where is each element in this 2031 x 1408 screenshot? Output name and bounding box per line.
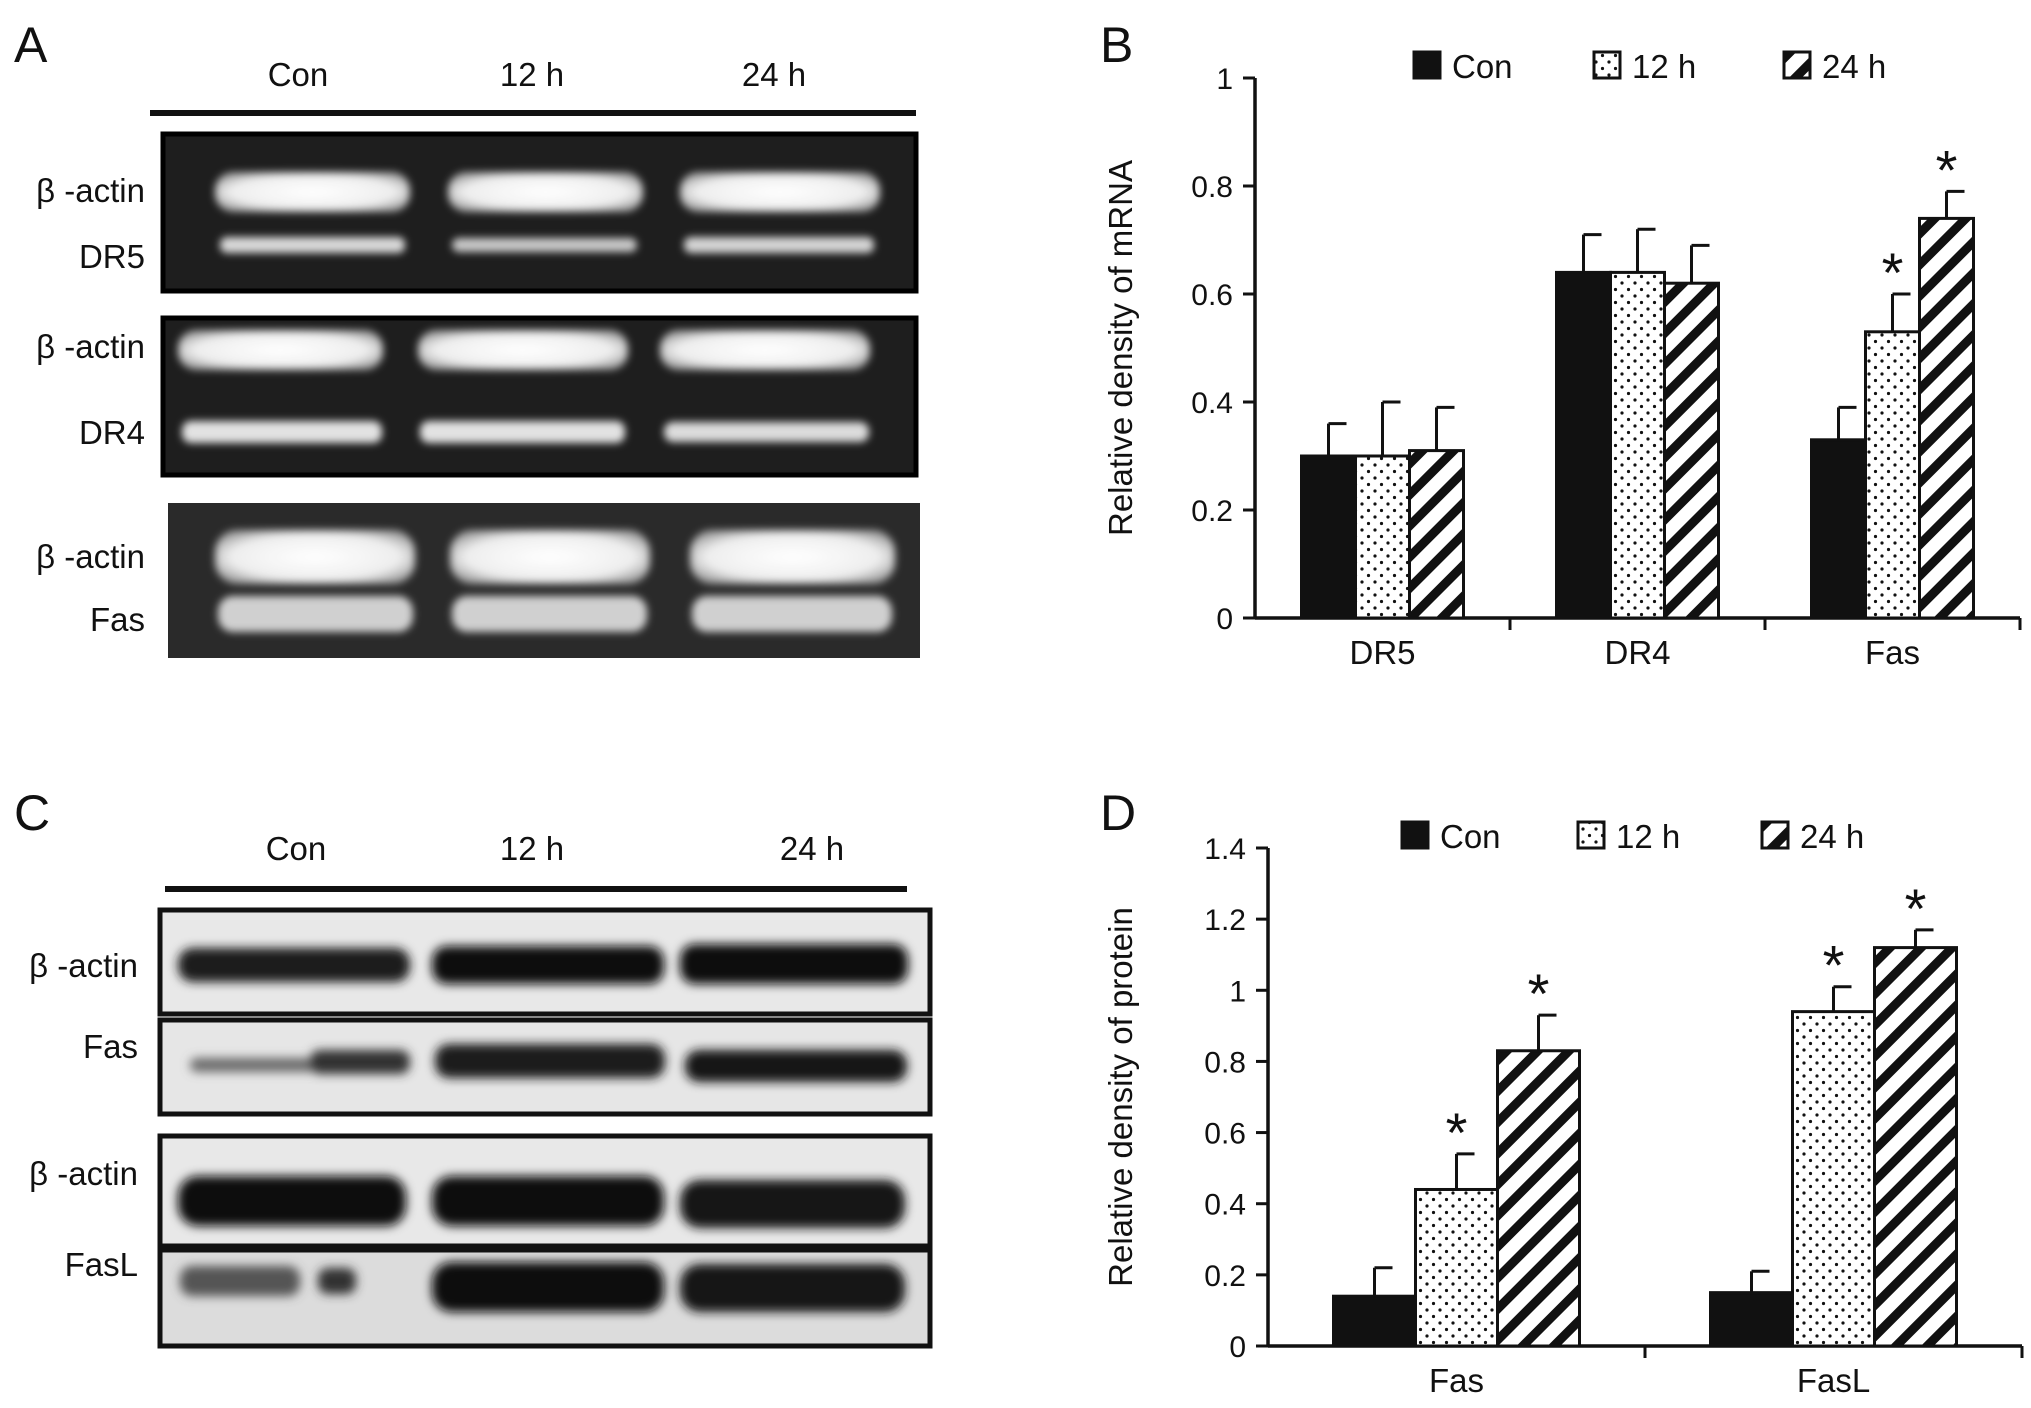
chart-d-legend-label-con: Con <box>1440 818 1501 855</box>
panel-c-lane-24h: 24 h <box>780 830 844 867</box>
chart-b-legend-label-12h: 12 h <box>1632 48 1696 85</box>
chart-d: 0 0.2 0.4 0.6 0.8 1 1.2 1.4 Relative density of … <box>1102 818 2024 1399</box>
blot-fasl-target-label: FasL <box>65 1246 138 1283</box>
gel-fas <box>168 503 920 658</box>
chart-b-bar-con <box>1810 438 1867 620</box>
panel-c-letter: C <box>14 785 50 841</box>
chart-d-category-label: Fas <box>1429 1362 1484 1399</box>
chart-d-bar-24h <box>1873 946 1958 1348</box>
chart-d-y-tick-label: 0.6 <box>1204 1118 1246 1151</box>
chart-b-bar-12h <box>1864 330 1921 620</box>
chart-d-y-tick-label: 0.2 <box>1204 1260 1246 1293</box>
chart-b-y-tick-label: 0.2 <box>1191 495 1233 528</box>
chart-d-bar-12h <box>1791 1010 1876 1348</box>
panel-b: B 0 0.2 0.4 0.6 0.8 1 Relative density of mRNA… <box>1100 17 2022 671</box>
chart-d-legend-swatch-12h <box>1576 820 1606 850</box>
chart-d-y-tick-label: 1 <box>1229 975 1246 1008</box>
chart-b-bar-24h <box>1408 449 1465 620</box>
panel-d: D 0 0.2 0.4 0.6 0.8 1 1.2 1.4 Relative density o… <box>1100 785 2024 1399</box>
chart-d-legend-swatch-24h <box>1760 820 1790 850</box>
chart-b-significance-star: * <box>1882 241 1904 304</box>
chart-b-category-label: DR4 <box>1604 634 1670 671</box>
chart-b-legend-swatch-12h <box>1592 50 1622 80</box>
chart-b-bar-12h <box>1609 270 1666 620</box>
panel-c-lane-12h: 12 h <box>500 830 564 867</box>
panel-a-letter: A <box>14 17 48 73</box>
chart-b-category-label: Fas <box>1865 634 1920 671</box>
gel-dr5-actin-label: β -actin <box>36 172 145 209</box>
chart-b-legend-swatch-24h <box>1782 50 1812 80</box>
chart-b-legend-label-24h: 24 h <box>1822 48 1886 85</box>
chart-d-bar-con <box>1332 1294 1417 1348</box>
chart-d-significance-star: * <box>1528 962 1550 1025</box>
gel-fas-actin-label: β -actin <box>36 538 145 575</box>
gel-dr4 <box>160 315 919 478</box>
chart-d-y-tick-label: 0.4 <box>1204 1189 1246 1222</box>
panel-c: C Con 12 h 24 h β -actin Fas <box>14 785 933 1349</box>
chart-b-category-label: DR5 <box>1349 634 1415 671</box>
gel-dr5-target-label: DR5 <box>79 238 145 275</box>
chart-b-y-tick-label: 0.6 <box>1191 279 1233 312</box>
panel-a-lane-24h: 24 h <box>742 56 806 93</box>
chart-b-bar-24h <box>1663 281 1720 620</box>
blot-fas-actin-label: β -actin <box>29 947 138 984</box>
chart-b-bar-24h <box>1918 216 1975 620</box>
gel-dr4-actin-label: β -actin <box>36 328 145 365</box>
panel-a-lane-bar <box>150 110 916 116</box>
gel-fas-target-label: Fas <box>90 601 145 638</box>
panel-a: A Con 12 h 24 h β -actin DR5 <box>14 17 920 658</box>
chart-d-y-tick-label: 1.2 <box>1204 904 1246 937</box>
chart-d-y-tick-label: 0.8 <box>1204 1046 1246 1079</box>
chart-d-significance-star: * <box>1905 877 1927 940</box>
blot-fas <box>157 907 933 1117</box>
chart-b-legend-label-con: Con <box>1452 48 1513 85</box>
panel-d-letter: D <box>1100 785 1136 841</box>
chart-b-bar-con <box>1300 454 1357 620</box>
chart-b-y-tick-label: 0.4 <box>1191 387 1233 420</box>
chart-d-significance-star: * <box>1446 1101 1468 1164</box>
blot-fasl-actin-label: β -actin <box>29 1155 138 1192</box>
chart-d-y-tick-label: 1.4 <box>1204 833 1246 866</box>
chart-d-y-label: Relative density of protein <box>1102 907 1139 1287</box>
chart-d-category-label: FasL <box>1797 1362 1870 1399</box>
chart-b-y-tick-label: 0.8 <box>1191 171 1233 204</box>
chart-b-legend-swatch-con <box>1412 50 1442 80</box>
chart-b-bar-12h <box>1354 454 1411 620</box>
chart-d-legend-swatch-con <box>1400 820 1430 850</box>
chart-b-y-label: Relative density of mRNA <box>1102 160 1139 536</box>
chart-b-significance-star: * <box>1936 138 1958 201</box>
chart-d-legend-label-24h: 24 h <box>1800 818 1864 855</box>
gel-dr4-target-label: DR4 <box>79 414 145 451</box>
chart-b: 0 0.2 0.4 0.6 0.8 1 Relative density of mRNA DR… <box>1102 48 2022 671</box>
chart-d-bar-con <box>1709 1291 1794 1348</box>
panel-c-lane-bar <box>165 886 907 892</box>
panel-a-lane-12h: 12 h <box>500 56 564 93</box>
chart-d-bar-24h <box>1496 1049 1581 1348</box>
chart-d-legend-label-12h: 12 h <box>1616 818 1680 855</box>
gel-dr5 <box>160 131 919 294</box>
chart-b-bar-con <box>1555 270 1612 620</box>
chart-d-bar-12h <box>1414 1187 1499 1348</box>
chart-b-y-tick-label: 0 <box>1216 603 1233 636</box>
panel-c-lane-con: Con <box>266 830 327 867</box>
blot-fasl <box>157 1133 933 1349</box>
chart-d-y-tick-label: 0 <box>1229 1331 1246 1364</box>
chart-d-significance-star: * <box>1823 934 1845 997</box>
chart-b-y-tick-label: 1 <box>1216 63 1233 96</box>
panel-a-lane-con: Con <box>268 56 329 93</box>
blot-fas-target-label: Fas <box>83 1028 138 1065</box>
panel-b-letter: B <box>1100 17 1133 73</box>
